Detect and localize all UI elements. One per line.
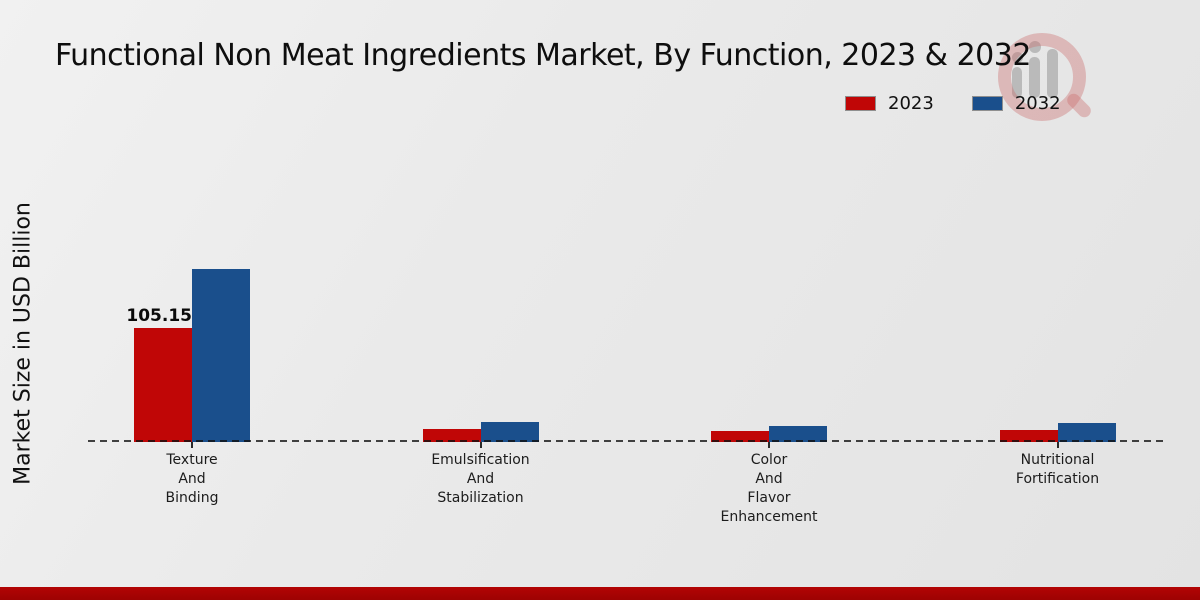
legend-swatch-2023	[845, 96, 876, 111]
bar-2032-cat4	[1057, 422, 1116, 442]
y-axis-label: Market Size in USD Billion	[10, 202, 36, 485]
bar-2032-cat2	[480, 421, 539, 442]
category-label: Texture And Binding	[165, 452, 219, 506]
bar-value-label: 105.15	[126, 305, 192, 326]
bar-2032-cat1	[192, 269, 250, 442]
legend-swatch-2032	[971, 96, 1003, 111]
x-axis-tick	[479, 442, 482, 448]
zero-dashed-line	[88, 440, 1164, 442]
legend-item-2023: 2023	[845, 93, 934, 114]
bar-2023-cat1	[134, 327, 192, 442]
legend-item-2032: 2032	[971, 93, 1061, 114]
bar-2023-cat2	[422, 429, 481, 442]
footer-accent-bar	[0, 587, 1200, 600]
legend-label: 2023	[888, 93, 934, 114]
category-label: Color And Flavor Enhancement	[720, 452, 818, 525]
x-axis-tick	[768, 442, 770, 448]
x-axis-tick	[191, 442, 193, 448]
category-label: Emulsification And Stabilization	[431, 452, 530, 506]
bar-2032-cat3	[769, 425, 827, 442]
legend: 2023 2032	[845, 93, 1061, 114]
category-label: Nutritional Fortification	[1015, 452, 1100, 487]
legend-label: 2032	[1014, 93, 1061, 114]
chart-title: Functional Non Meat Ingredients Market, …	[55, 38, 1031, 73]
bar-2023-cat4	[999, 429, 1058, 442]
x-axis-tick	[1056, 442, 1059, 448]
watermark-logo-icon	[992, 28, 1102, 128]
bar-2023-cat3	[711, 431, 769, 442]
